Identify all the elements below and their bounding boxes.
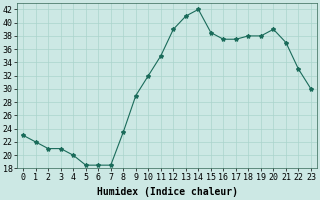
X-axis label: Humidex (Indice chaleur): Humidex (Indice chaleur) [97, 187, 237, 197]
